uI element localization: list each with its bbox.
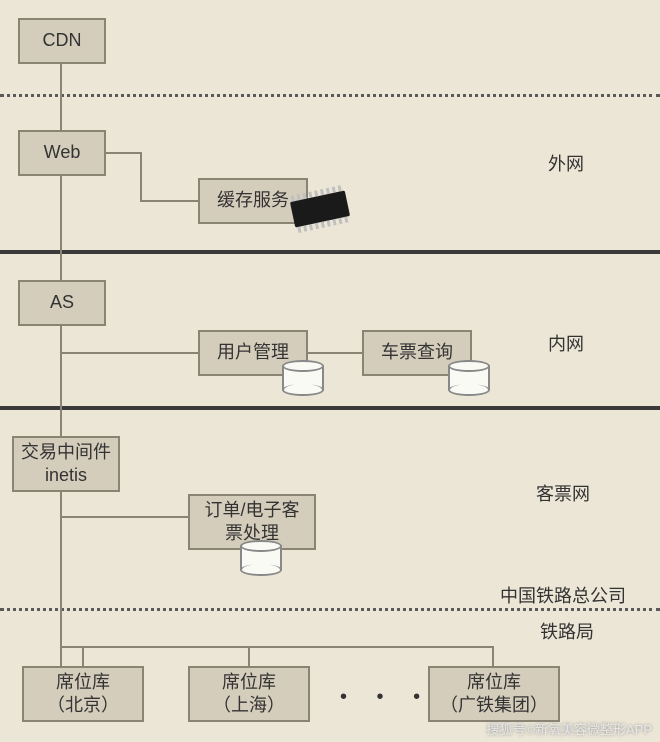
database-cylinder-icon xyxy=(448,360,490,396)
node-cdn: CDN xyxy=(18,18,106,64)
zone-label-bureau: 铁路局 xyxy=(540,618,594,644)
watermark-text: 搜狐号©新氧美容微整形APP xyxy=(486,719,652,738)
ellipsis-icon: • • • xyxy=(340,686,432,709)
node-as: AS xyxy=(18,280,106,326)
zone-label-external: 外网 xyxy=(548,150,584,176)
database-cylinder-icon xyxy=(282,360,324,396)
node-web: Web xyxy=(18,130,106,176)
divider-2 xyxy=(0,250,660,254)
zone-label-crc: 中国铁路总公司 xyxy=(500,582,626,608)
connector xyxy=(140,152,142,200)
node-seat-beijing: 席位库 （北京） xyxy=(22,666,144,722)
node-label: AS xyxy=(50,291,74,314)
node-label: 订单/电子客 票处理 xyxy=(204,499,299,546)
divider-3 xyxy=(0,406,660,410)
connector xyxy=(248,646,250,666)
node-label: 用户管理 xyxy=(217,341,289,364)
chip-icon xyxy=(290,190,350,227)
zone-label-internal: 内网 xyxy=(548,330,584,356)
connector xyxy=(492,646,494,666)
node-seat-shanghai: 席位库 （上海） xyxy=(188,666,310,722)
database-cylinder-icon xyxy=(240,540,282,576)
node-label: Web xyxy=(44,141,81,164)
connector xyxy=(60,516,188,518)
zone-label-ticket-net: 客票网 xyxy=(536,480,590,506)
connector xyxy=(308,352,362,354)
connector xyxy=(106,152,140,154)
connector xyxy=(60,352,198,354)
node-label: CDN xyxy=(43,29,82,52)
node-label: 席位库 （北京） xyxy=(47,671,119,718)
node-label: 车票查询 xyxy=(381,341,453,364)
divider-1 xyxy=(0,94,660,97)
connector xyxy=(82,646,84,666)
node-label: 席位库 （广铁集团） xyxy=(440,671,548,718)
connector xyxy=(140,200,198,202)
node-seat-guangtie: 席位库 （广铁集团） xyxy=(428,666,560,722)
node-label: 缓存服务 xyxy=(217,189,289,212)
divider-4 xyxy=(0,608,660,611)
node-tx-middleware: 交易中间件 inetis xyxy=(12,436,120,492)
connector xyxy=(60,646,492,648)
node-label: 交易中间件 inetis xyxy=(21,441,111,488)
node-label: 席位库 （上海） xyxy=(213,671,285,718)
